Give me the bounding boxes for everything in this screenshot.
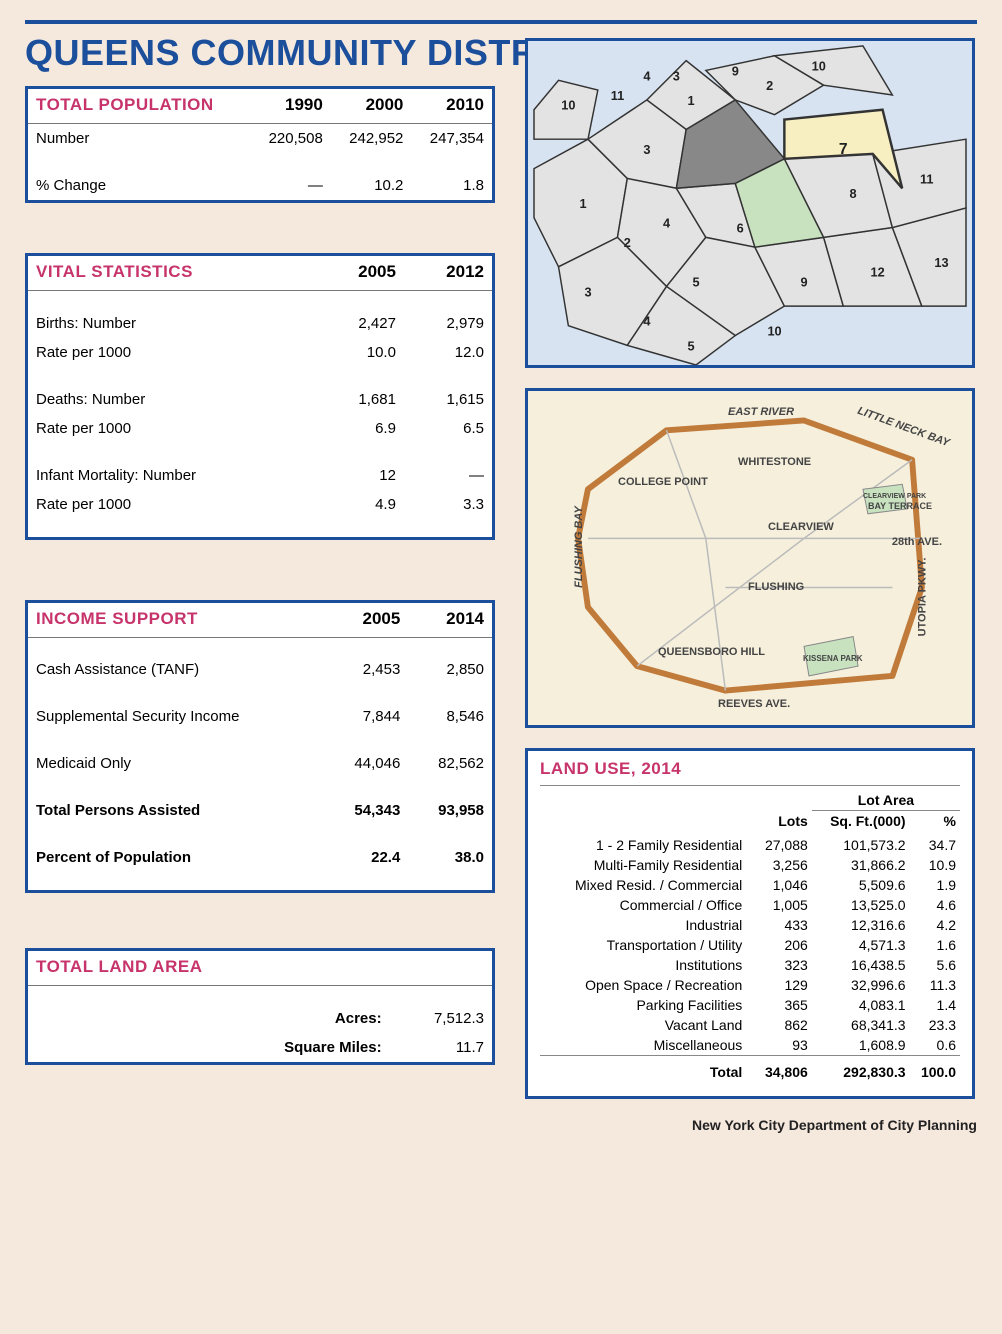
boundary-east-river: EAST RIVER <box>728 406 794 418</box>
vital-infant-number: Infant Mortality: Number12— <box>28 461 492 490</box>
vital-births-rate: Rate per 100010.012.0 <box>28 338 492 367</box>
svg-text:9: 9 <box>800 274 807 289</box>
svg-text:4: 4 <box>643 68 651 83</box>
pop-row-0-v2: 247,354 <box>411 124 492 154</box>
population-title: TOTAL POPULATION <box>28 89 250 124</box>
pop-year-1: 2000 <box>331 89 412 124</box>
land-use-panel: LAND USE, 2014 Lot Area Lots Sq. Ft.(000… <box>525 748 975 1099</box>
vital-year-0: 2005 <box>316 256 404 291</box>
svg-text:3: 3 <box>673 68 680 83</box>
vital-infant-rate: Rate per 10004.93.3 <box>28 490 492 519</box>
lu-row-10: Miscellaneous931,608.90.6 <box>540 1035 960 1056</box>
lu-row-0: 1 - 2 Family Residential27,088101,573.23… <box>540 835 960 855</box>
nh-flushing: FLUSHING <box>748 581 804 593</box>
nh-whitestone: WHITESTONE <box>738 456 811 468</box>
svg-text:1: 1 <box>688 93 695 108</box>
svg-text:10: 10 <box>561 98 575 113</box>
svg-text:10: 10 <box>767 324 781 339</box>
nh-bay-terrace: BAY TERRACE <box>868 501 932 511</box>
svg-text:5: 5 <box>692 274 699 289</box>
land-area-sqmi: Square Miles:11.7 <box>28 1033 492 1062</box>
income-panel: INCOME SUPPORT 2005 2014 Cash Assistance… <box>25 600 495 894</box>
income-row-4: Percent of Population22.438.0 <box>28 843 492 872</box>
vital-births-number: Births: Number2,4272,979 <box>28 309 492 338</box>
svg-text:13: 13 <box>934 255 948 270</box>
nh-clearview: CLEARVIEW <box>768 521 834 533</box>
pop-row-0-label: Number <box>28 124 250 154</box>
boundary-utopia: UTOPIA PKWY. <box>917 558 929 637</box>
vital-year-1: 2012 <box>404 256 492 291</box>
svg-text:5: 5 <box>688 338 695 353</box>
svg-text:4: 4 <box>643 314 651 329</box>
pop-row-1-v2: 1.8 <box>411 171 492 200</box>
svg-text:11: 11 <box>920 171 933 186</box>
svg-text:8: 8 <box>850 186 857 201</box>
lu-row-1: Multi-Family Residential3,25631,866.210.… <box>540 855 960 875</box>
boundary-reeves: REEVES AVE. <box>718 698 790 710</box>
park-kissena: KISSENA PARK <box>803 654 863 663</box>
vital-deaths-rate: Rate per 10006.96.5 <box>28 414 492 443</box>
income-row-0: Cash Assistance (TANF)2,4532,850 <box>28 655 492 684</box>
income-year-0: 2005 <box>325 603 409 638</box>
lu-row-7: Open Space / Recreation12932,996.611.3 <box>540 975 960 995</box>
land-use-title: LAND USE, 2014 <box>540 759 960 786</box>
income-row-2: Medicaid Only44,04682,562 <box>28 749 492 778</box>
lu-row-5: Transportation / Utility2064,571.31.6 <box>540 935 960 955</box>
lu-row-3: Commercial / Office1,00513,525.04.6 <box>540 895 960 915</box>
land-area-title: TOTAL LAND AREA <box>28 951 492 986</box>
population-panel: TOTAL POPULATION 1990 2000 2010 Number 2… <box>25 86 495 203</box>
lu-row-4: Industrial43312,316.64.2 <box>540 915 960 935</box>
pop-row-change: % Change — 10.2 1.8 <box>28 171 492 200</box>
nh-queensboro: QUEENSBORO HILL <box>658 646 765 658</box>
pop-year-2: 2010 <box>411 89 492 124</box>
svg-text:12: 12 <box>871 265 885 280</box>
svg-text:7: 7 <box>839 141 848 158</box>
borough-map: 1 3 2 4 5 6 7 8 11 9 12 13 10 2 1 10 9 <box>525 38 975 368</box>
svg-text:3: 3 <box>643 142 650 157</box>
neighborhood-map: EAST RIVER LITTLE NECK BAY FLUSHING BAY … <box>525 388 975 728</box>
lu-hdr-lots: Lots <box>752 811 812 836</box>
pop-year-0: 1990 <box>250 89 331 124</box>
vital-deaths-number: Deaths: Number1,6811,615 <box>28 385 492 414</box>
lu-superheader: Lot Area <box>812 790 960 811</box>
lu-row-2: Mixed Resid. / Commercial1,0465,509.61.9 <box>540 875 960 895</box>
svg-text:10: 10 <box>812 58 826 73</box>
park-clearview: CLEARVIEW PARK <box>863 493 926 500</box>
lu-hdr-sqft: Sq. Ft.(000) <box>812 811 910 836</box>
svg-text:11: 11 <box>611 88 624 103</box>
vital-panel: VITAL STATISTICS 2005 2012 Births: Numbe… <box>25 253 495 540</box>
lu-total-row: Total 34,806 292,830.3 100.0 <box>540 1056 960 1083</box>
svg-text:2: 2 <box>624 235 631 250</box>
pop-row-0-v0: 220,508 <box>250 124 331 154</box>
boundary-28th: 28th AVE. <box>892 536 942 548</box>
income-row-3: Total Persons Assisted54,34393,958 <box>28 796 492 825</box>
footer-credit: New York City Department of City Plannin… <box>25 1117 977 1133</box>
land-area-panel: TOTAL LAND AREA Acres:7,512.3 Square Mil… <box>25 948 495 1065</box>
pop-row-1-v1: 10.2 <box>331 171 412 200</box>
nh-college-point: COLLEGE POINT <box>618 476 708 488</box>
income-title: INCOME SUPPORT <box>28 603 325 638</box>
income-row-1: Supplemental Security Income7,8448,546 <box>28 702 492 731</box>
pop-row-0-v1: 242,952 <box>331 124 412 154</box>
pop-row-1-v0: — <box>250 171 331 200</box>
pop-row-number: Number 220,508 242,952 247,354 <box>28 124 492 154</box>
income-year-1: 2014 <box>408 603 492 638</box>
lu-row-8: Parking Facilities3654,083.11.4 <box>540 995 960 1015</box>
pop-row-1-label: % Change <box>28 171 250 200</box>
svg-text:3: 3 <box>584 284 591 299</box>
lu-hdr-pct: % <box>910 811 960 836</box>
boundary-flushing-bay: FLUSHING BAY <box>573 506 585 588</box>
top-rule <box>25 20 977 24</box>
svg-text:1: 1 <box>580 196 587 211</box>
svg-text:6: 6 <box>737 220 744 235</box>
svg-text:9: 9 <box>732 63 739 78</box>
svg-text:2: 2 <box>766 78 773 93</box>
vital-title: VITAL STATISTICS <box>28 256 316 291</box>
svg-text:4: 4 <box>663 216 671 231</box>
lu-row-6: Institutions32316,438.55.6 <box>540 955 960 975</box>
land-area-acres: Acres:7,512.3 <box>28 1004 492 1033</box>
lu-row-9: Vacant Land86268,341.323.3 <box>540 1015 960 1035</box>
